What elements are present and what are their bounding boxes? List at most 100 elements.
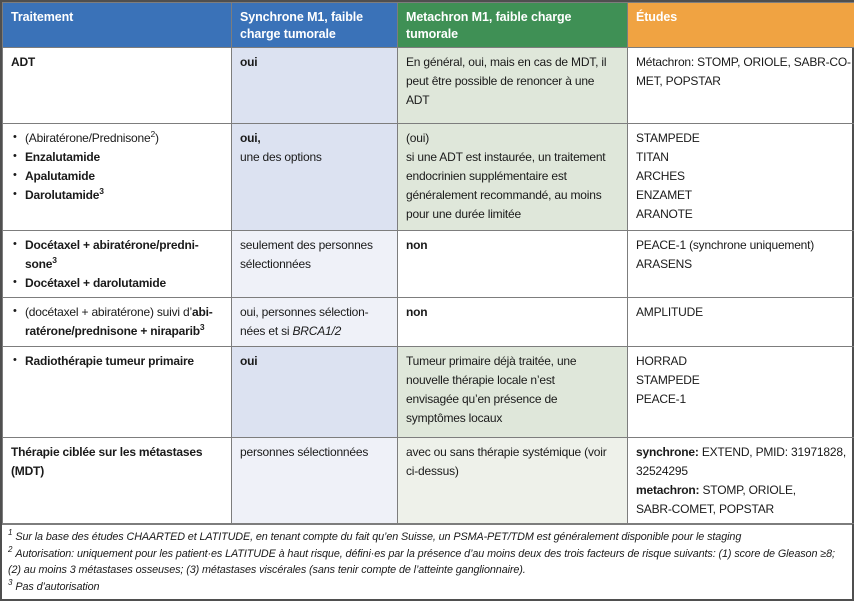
text-segment: ENZAMET	[636, 188, 692, 202]
text-segment: oui,	[240, 131, 261, 145]
cell-text: AMPLITUDE	[636, 303, 851, 322]
cell-text: ARANOTE	[636, 205, 851, 224]
table-body: ADT oui En général, oui, mais en cas de MD…	[2, 47, 854, 524]
cell-text: STAMPEDE	[636, 129, 851, 148]
text-segment: si une ADT est instaurée, un traitement	[406, 150, 606, 164]
row-arpi-cell-1: (Abiratérone/Prednisone2) Enzalutamide Apa…	[2, 123, 232, 231]
row-niraparib: (docétaxel + abiratérone) suivi d’abi-ra…	[2, 297, 854, 347]
cell-text: oui	[240, 352, 392, 371]
text-segment: EXTEND, PMID: 31971828,	[698, 445, 846, 459]
text-segment: ci-dessus)	[406, 464, 459, 478]
text-segment: Docétaxel + abiratérone/predni-sone	[25, 238, 199, 271]
text-segment: (MDT)	[11, 464, 44, 478]
text-segment: Darolutamide	[25, 188, 100, 202]
text-segment: STOMP, ORIOLE,	[699, 483, 796, 497]
text-segment: non	[406, 305, 428, 319]
cell-text: HORRAD	[636, 352, 851, 371]
text-segment: 32524295	[636, 464, 688, 478]
row-arpi-cell-3: (oui) si une ADT est instaurée, un traite…	[397, 123, 628, 231]
cell-text: avec ou sans thérapie systémique (voir ci…	[406, 443, 622, 481]
text-segment: Radiothérapie tumeur primaire	[25, 354, 194, 368]
row-adt-cell-4: Métachron: STOMP, ORIOLE, SABR-CO- MET, P…	[627, 47, 854, 124]
text-segment: Apalutamide	[25, 169, 95, 183]
text-segment: HORRAD	[636, 354, 687, 368]
row-niraparib-cell-4: AMPLITUDE	[627, 297, 854, 347]
footnote-text: Autorisation: uniquement pour les patien…	[8, 547, 835, 577]
row-docetaxel-combo-cell-4: PEACE-1 (synchrone uniquement) ARASENS	[627, 230, 854, 298]
cell-text: synchrone: EXTEND, PMID: 31971828, 325242…	[636, 443, 851, 519]
cell-text: oui, personnes sélection-nées et si BRCA…	[240, 303, 392, 341]
footnote-marker: 1	[8, 528, 13, 538]
footnote-text: Pas d’autorisation	[15, 580, 100, 593]
text-segment: En général, oui, mais en cas de MDT, il	[406, 55, 607, 69]
text-segment: (oui)	[406, 131, 430, 145]
text-segment: )	[155, 131, 159, 145]
text-segment: sélectionnées	[240, 257, 311, 271]
text-segment: abi-ratérone/prednisone + niraparib	[25, 305, 213, 338]
text-segment: PEACE-1	[636, 392, 686, 406]
row-adt-cell-3: En général, oui, mais en cas de MDT, il p…	[397, 47, 628, 124]
bullet-item: Radiothérapie tumeur primaire	[11, 351, 226, 371]
cell-text: TITAN	[636, 148, 851, 167]
table-header-row: Traitement Synchrone M1, faible charge t…	[2, 2, 854, 48]
cell-text: personnes sélectionnées	[240, 443, 392, 462]
text-segment: Thérapie ciblée sur les métastases	[11, 445, 203, 459]
bullet-item: Darolutamide3	[11, 185, 226, 205]
bullet-item: Docétaxel + darolutamide	[11, 273, 226, 293]
bullet-item: (Abiratérone/Prednisone2)	[11, 128, 226, 148]
row-arpi: (Abiratérone/Prednisone2) Enzalutamide Apa…	[2, 123, 854, 231]
row-docetaxel-combo-cell-1: Docétaxel + abiratérone/predni-sone3 Docé…	[2, 230, 232, 298]
cell-text: seulement des personnes sélectionnées	[240, 236, 392, 274]
text-segment: (Abiratérone/Prednisone	[25, 131, 151, 145]
row-mdt-cell-1: Thérapie ciblée sur les métastases (MDT)	[2, 437, 232, 524]
cell-text: En général, oui, mais en cas de MDT, il p…	[406, 53, 622, 110]
footnote-1: 1 Sur la base des études CHAARTED et LATI…	[8, 529, 843, 546]
cell-text: non	[406, 236, 622, 255]
row-mdt-cell-3: avec ou sans thérapie systémique (voir ci…	[397, 437, 628, 524]
cell-text: Métachron: STOMP, ORIOLE, SABR-CO- MET, P…	[636, 53, 851, 91]
superscript-footnote-ref: 2	[150, 129, 156, 139]
row-docetaxel-combo-cell-2: seulement des personnes sélectionnées	[231, 230, 398, 298]
cell-text: ENZAMET	[636, 186, 851, 205]
cell-text: PEACE-1 (synchrone uniquement)	[636, 236, 851, 255]
column-header-metachron-m1: Metachron M1, faible charge tumorale	[397, 2, 628, 48]
text-segment: envisagée qu’en présence de	[406, 392, 558, 406]
text-segment: peut être possible de renoncer à une	[406, 74, 595, 88]
data-table: Traitement Synchrone M1, faible charge t…	[2, 2, 854, 524]
row-niraparib-cell-2: oui, personnes sélection-nées et si BRCA…	[231, 297, 398, 347]
cell-text: Thérapie ciblée sur les métastases (MDT)	[11, 443, 226, 481]
text-segment: oui	[240, 354, 258, 368]
text-segment: Tumeur primaire déjà traitée, une	[406, 354, 577, 368]
text-segment: ARASENS	[636, 257, 692, 271]
cell-text: ARCHES	[636, 167, 851, 186]
text-segment: BRCA1/2	[292, 324, 342, 338]
text-segment: ADT	[406, 93, 430, 107]
text-segment: synchrone:	[636, 445, 699, 459]
row-adt-cell-2: oui	[231, 47, 398, 124]
footnote-text: Sur la base des études CHAARTED et LATIT…	[15, 531, 742, 543]
cell-text: oui	[240, 53, 392, 72]
text-segment: nées et si	[240, 324, 293, 338]
cell-text: Tumeur primaire déjà traitée, une nouvell…	[406, 352, 622, 428]
row-mdt-cell-2: personnes sélectionnées	[231, 437, 398, 524]
text-segment: une des options	[240, 150, 322, 164]
footnote-2: 2 Autorisation: uniquement pour les patie…	[8, 545, 843, 579]
row-docetaxel-combo: Docétaxel + abiratérone/predni-sone3 Docé…	[2, 230, 854, 298]
row-radiotherapy-primary: Radiothérapie tumeur primaire oui Tumeur p…	[2, 346, 854, 438]
text-segment: symptômes locaux	[406, 411, 503, 425]
text-segment: généralement recommandé, au moins	[406, 188, 602, 202]
text-segment: SABR-COMET, POPSTAR	[636, 502, 774, 516]
row-adt-cell-1: ADT	[2, 47, 232, 124]
text-segment: ARANOTE	[636, 207, 693, 221]
bullet-item: Apalutamide	[11, 166, 226, 186]
row-adt: ADT oui En général, oui, mais en cas de MD…	[2, 47, 854, 124]
row-docetaxel-combo-cell-3: non	[397, 230, 628, 298]
text-segment: (docétaxel + abiratérone) suivi d’	[25, 305, 192, 319]
column-header-label: Traitement	[11, 10, 74, 24]
text-segment: personnes sélectionnées	[240, 445, 369, 459]
text-segment: oui, personnes sélection-	[240, 305, 369, 319]
superscript-footnote-ref: 3	[52, 255, 57, 265]
text-segment: Enzalutamide	[25, 150, 100, 164]
text-segment: AMPLITUDE	[636, 305, 703, 319]
cell-text: oui, une des options	[240, 129, 392, 167]
